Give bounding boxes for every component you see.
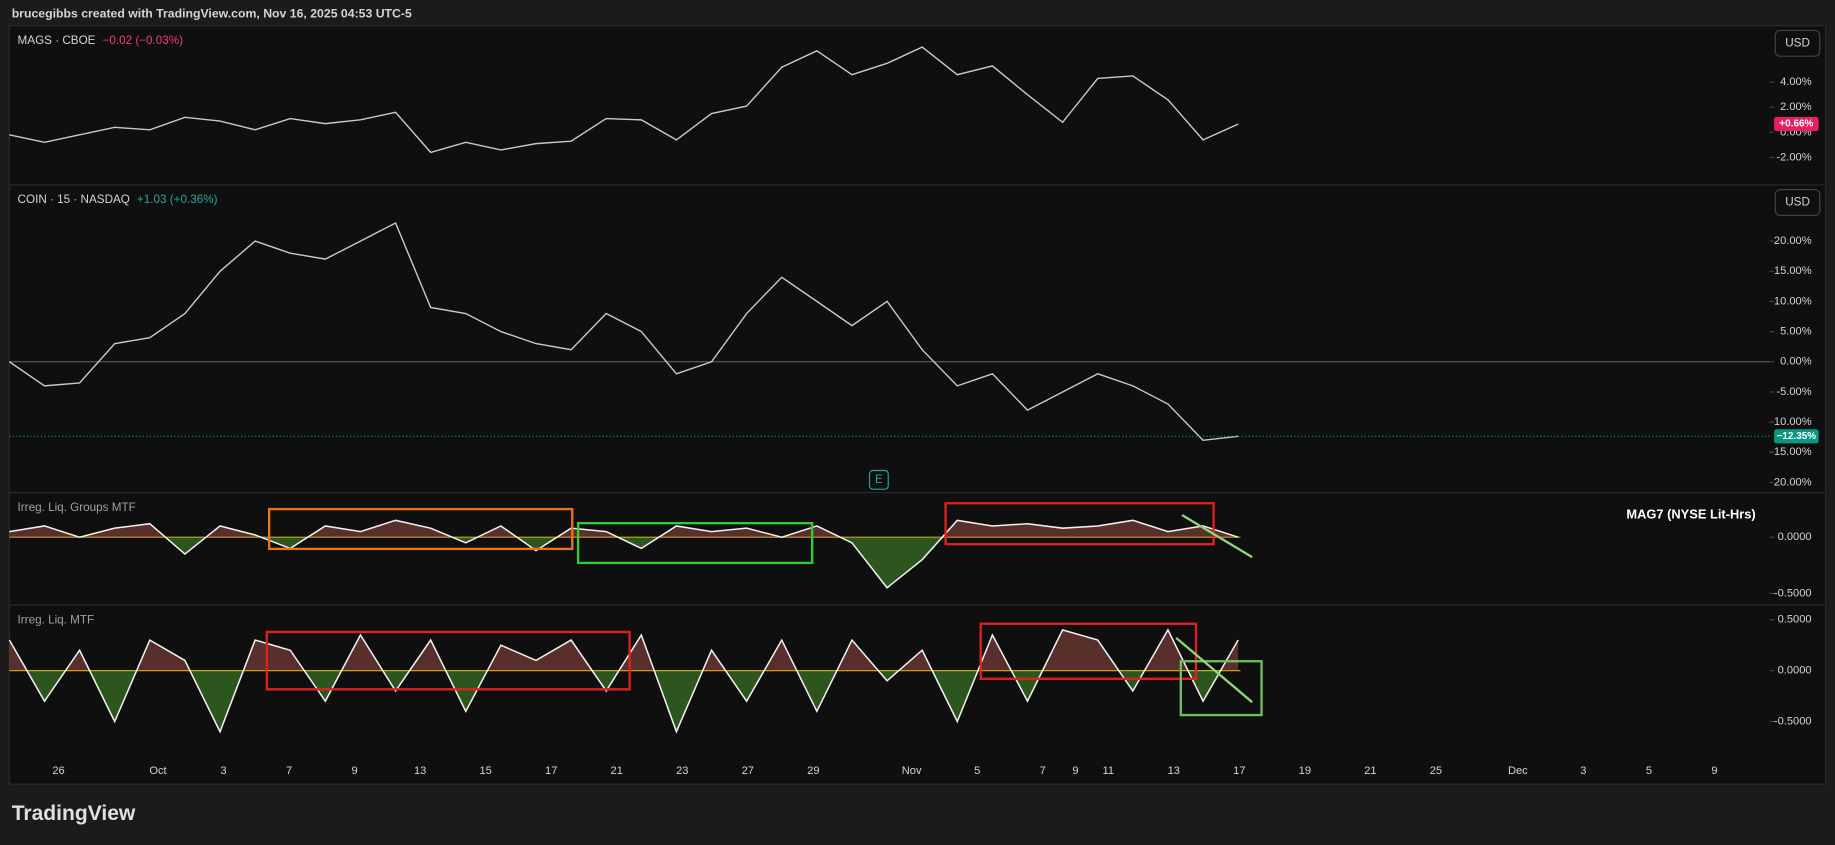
indicator-annotation: MAG7 (NYSE Lit-Hrs) bbox=[1626, 506, 1755, 521]
currency-button[interactable]: USD bbox=[1774, 189, 1821, 216]
x-tick-label: 7 bbox=[286, 765, 292, 777]
x-tick-label: Nov bbox=[902, 765, 922, 777]
x-tick-label: 21 bbox=[1364, 765, 1376, 777]
currency-button-box bbox=[1774, 189, 1821, 216]
pane-title: MAGS · CBOE bbox=[18, 34, 96, 47]
currency-button-label: USD bbox=[1785, 196, 1810, 209]
x-tick-label: 27 bbox=[742, 765, 754, 777]
currency-button[interactable]: USD bbox=[1774, 29, 1821, 57]
y-tick-label: 10.00% bbox=[1774, 295, 1812, 307]
x-tick-label: 25 bbox=[1430, 765, 1442, 777]
footer-logo: TradingView bbox=[12, 802, 136, 825]
x-tick-label: 3 bbox=[220, 765, 226, 777]
x-tick-label: 9 bbox=[352, 765, 358, 777]
x-tick-label: Dec bbox=[1508, 765, 1528, 777]
last-price-box bbox=[1774, 429, 1819, 444]
chart-area bbox=[8, 25, 1827, 785]
y-tick-label: 0.5000 bbox=[1778, 614, 1812, 626]
oscillator-line bbox=[8, 628, 1239, 734]
drawing-box bbox=[576, 521, 814, 565]
y-tick-label: -20.00% bbox=[1770, 476, 1812, 488]
x-tick-label: 29 bbox=[807, 765, 819, 777]
x-tick-label: 17 bbox=[1233, 765, 1245, 777]
last-price-label: −12.35% bbox=[1777, 431, 1817, 442]
y-tick-label: 0.00% bbox=[1780, 356, 1812, 368]
x-tick-label: 17 bbox=[545, 765, 557, 777]
x-tick-label: 13 bbox=[1168, 765, 1180, 777]
x-tick-label: 9 bbox=[1072, 765, 1078, 777]
currency-button-label: USD bbox=[1785, 36, 1810, 49]
y-tick-label: -10.00% bbox=[1770, 416, 1812, 428]
x-tick-label: 26 bbox=[52, 765, 64, 777]
x-tick-label: 19 bbox=[1299, 765, 1311, 777]
x-tick-label: 21 bbox=[611, 765, 623, 777]
price-line bbox=[9, 46, 1239, 154]
drawing-trend bbox=[1181, 513, 1253, 559]
x-tick-label: 9 bbox=[1711, 765, 1717, 777]
drawing-trend bbox=[1175, 636, 1253, 704]
pane-title: COIN · 15 · NASDAQ bbox=[18, 193, 130, 206]
y-tick-label: -0.5000 bbox=[1774, 587, 1812, 599]
x-tick-label: 13 bbox=[414, 765, 426, 777]
drawing-box bbox=[265, 630, 631, 691]
x-tick-label: 15 bbox=[479, 765, 491, 777]
pane-title: Irreg. Liq. MTF bbox=[18, 613, 95, 626]
drawing-box bbox=[1179, 660, 1263, 717]
x-tick-label: 23 bbox=[676, 765, 688, 777]
oscillator-line bbox=[9, 519, 1239, 589]
x-tick-label: 3 bbox=[1580, 765, 1586, 777]
y-tick-label: 20.00% bbox=[1774, 235, 1812, 247]
last-price-box bbox=[1774, 117, 1819, 132]
y-tick-label: -2.00% bbox=[1776, 151, 1811, 163]
drawing-box bbox=[979, 622, 1198, 680]
y-tick-label: 0.0000 bbox=[1778, 531, 1812, 543]
y-tick-label: 2.00% bbox=[1780, 101, 1812, 113]
earnings-marker-label: E bbox=[875, 473, 883, 486]
y-tick-label: 15.00% bbox=[1774, 265, 1812, 277]
x-tick-label: 5 bbox=[1646, 765, 1652, 777]
y-tick-label: -15.00% bbox=[1770, 446, 1812, 458]
x-tick-label: 11 bbox=[1102, 765, 1114, 777]
x-tick-label: 5 bbox=[974, 765, 980, 777]
y-tick-label: 0.0000 bbox=[1778, 665, 1812, 677]
drawing-box bbox=[944, 502, 1215, 546]
drawing-box bbox=[267, 507, 574, 551]
pane-title: Irreg. Liq. Groups MTF bbox=[18, 501, 136, 514]
x-axis: 26 Oct 3 7 9 13 15 17 21 23 27 29 Nov 5 7 9 11 13 17 19 21 25… bbox=[52, 765, 1717, 777]
x-tick-label: Oct bbox=[149, 765, 166, 777]
x-tick-label: 7 bbox=[1040, 765, 1046, 777]
currency-button-box bbox=[1774, 29, 1821, 57]
area-positive bbox=[9, 520, 1239, 538]
panes: 4.00% 2.00% 0.00% -2.00% MAGS · CBOE −0.02 (−… bbox=[8, 29, 1826, 734]
y-tick-label: 4.00% bbox=[1780, 76, 1812, 88]
area-negative bbox=[9, 670, 1239, 732]
header: brucegibbs created with TradingView.com,… bbox=[12, 6, 412, 20]
price-line bbox=[8, 221, 1239, 442]
y-tick-label: -5.00% bbox=[1776, 386, 1811, 398]
last-price-label: +0.66% bbox=[1779, 119, 1813, 130]
y-tick-label: 5.00% bbox=[1780, 326, 1812, 338]
pane-change: −0.02 (−0.03%) bbox=[103, 34, 184, 47]
earnings-marker[interactable] bbox=[868, 469, 889, 490]
pane-change: +1.03 (+0.36%) bbox=[137, 193, 218, 206]
y-tick-label: -0.5000 bbox=[1774, 715, 1812, 727]
